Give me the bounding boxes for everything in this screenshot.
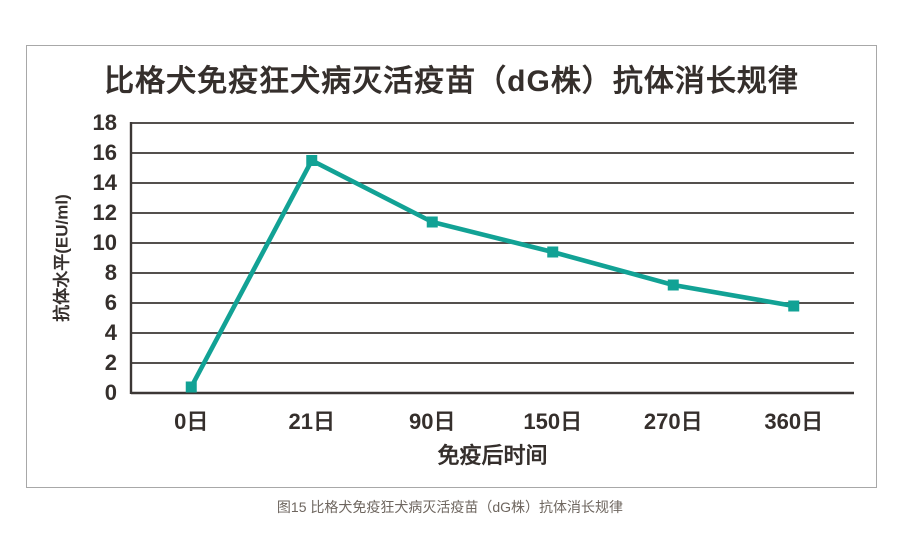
chart-title: 比格犬免疫狂犬病灭活疫苗（dG株）抗体消长规律 — [104, 65, 799, 98]
figure-caption: 图15 比格犬免疫狂犬病灭活疫苗（dG株）抗体消长规律 — [276, 499, 624, 515]
y-tick-label: 18 — [92, 110, 117, 135]
data-point-marker — [306, 155, 318, 166]
y-tick-label: 4 — [104, 320, 117, 345]
data-point-marker — [426, 216, 438, 228]
y-tick-label: 16 — [92, 140, 117, 165]
data-point-marker — [547, 246, 559, 258]
y-tick-label: 0 — [104, 380, 117, 405]
y-tick-label: 6 — [104, 290, 117, 315]
y-tick-label: 2 — [104, 350, 117, 375]
data-point-marker — [185, 381, 197, 393]
x-tick-label: 360日 — [764, 409, 824, 434]
x-tick-label: 0日 — [174, 409, 209, 434]
x-axis-title: 免疫后时间 — [437, 443, 548, 468]
x-tick-label: 21日 — [288, 409, 335, 434]
figure-border-box — [26, 45, 877, 488]
y-tick-label: 10 — [92, 230, 117, 255]
y-tick-label: 14 — [92, 170, 117, 195]
x-tick-label: 90日 — [409, 409, 456, 434]
antibody-series-line — [189, 157, 795, 389]
x-tick-label: 270日 — [643, 409, 703, 434]
x-tick-label: 150日 — [523, 409, 583, 434]
y-tick-label: 12 — [92, 200, 117, 225]
y-tick-label: 8 — [104, 260, 117, 285]
data-point-marker — [788, 300, 800, 312]
data-point-marker — [667, 279, 679, 291]
